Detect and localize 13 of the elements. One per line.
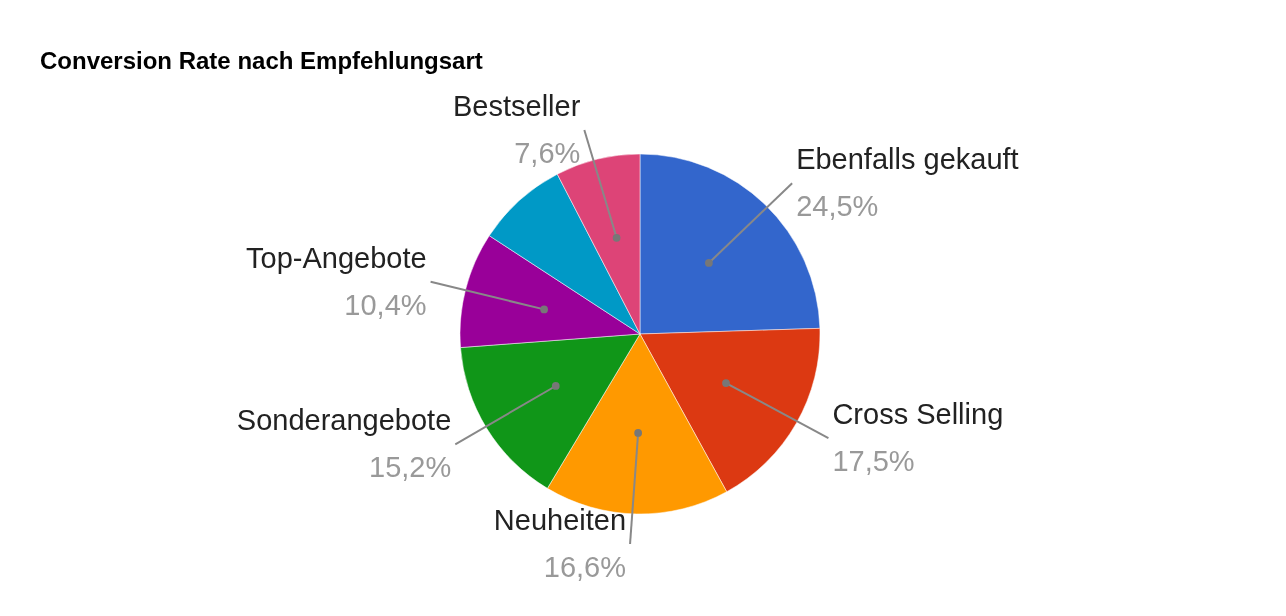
chart-title: Conversion Rate nach Empfehlungsart bbox=[40, 47, 483, 74]
data-label: 17,5% bbox=[832, 445, 915, 478]
data-label: 7,6% bbox=[514, 136, 581, 169]
data-label: 10,4% bbox=[344, 288, 427, 321]
data-label: 15,2% bbox=[369, 451, 452, 484]
slice-label: Sonderangebote bbox=[236, 404, 452, 437]
data-label: 16,6% bbox=[543, 550, 627, 583]
data-label: 24,5% bbox=[796, 190, 879, 223]
slice-label: Top-Angebote bbox=[246, 241, 427, 274]
slice-label: Neuheiten bbox=[493, 503, 627, 536]
slice-label: Ebenfalls gekauft bbox=[796, 143, 1019, 176]
slice-label: Bestseller bbox=[453, 89, 581, 122]
slice-label: Cross Selling bbox=[832, 398, 1004, 431]
